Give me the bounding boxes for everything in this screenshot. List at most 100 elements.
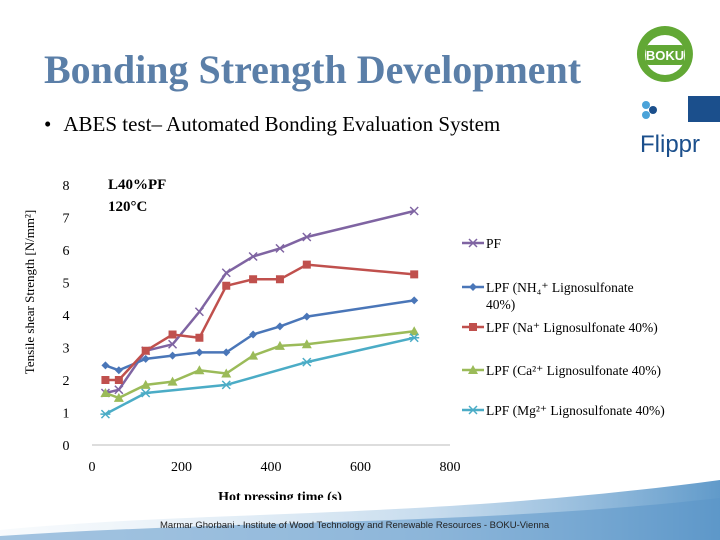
data-point-series-1 — [275, 243, 285, 253]
data-point-series-3 — [141, 346, 150, 355]
data-point-series-3 — [101, 376, 110, 384]
data-point-series-4-shape — [248, 350, 259, 360]
legend-label: LPF (Ca²⁺ Lignosulfonate 40%) — [486, 363, 661, 378]
data-point-series-1 — [168, 339, 178, 349]
data-point-series-3 — [275, 275, 284, 284]
data-point-series-5 — [140, 388, 151, 398]
data-point-series-2 — [195, 348, 204, 357]
data-point-series-3-shape — [410, 270, 419, 279]
data-point-series-1-shape — [114, 385, 124, 395]
data-point-series-4-shape — [274, 340, 285, 350]
data-point-series-3 — [222, 281, 231, 290]
data-point-series-2 — [114, 366, 123, 375]
data-point-series-3-shape — [101, 376, 110, 384]
data-point-series-1-shape — [275, 243, 285, 253]
chart-annotation: L40%PF — [108, 177, 166, 193]
data-point-series-1 — [194, 307, 204, 317]
series-line-1 — [105, 209, 415, 395]
legend-label: 40%) — [486, 297, 515, 312]
y-axis-label: Tensile shear Strength [N/mm²] — [22, 210, 37, 374]
x-tick-label: 0 — [89, 460, 96, 475]
data-point-series-4-shape — [113, 392, 124, 402]
footer-wave-decoration — [0, 480, 720, 540]
data-point-series-3-shape — [275, 275, 284, 284]
data-point-series-3 — [410, 270, 419, 279]
legend-marker-5-shape — [468, 405, 478, 415]
y-tick-label: 1 — [63, 407, 70, 422]
boku-logo-text: BOKU — [646, 48, 684, 63]
data-point-series-3-shape — [168, 330, 177, 339]
y-tick-label: 7 — [63, 212, 70, 227]
data-point-series-2 — [302, 312, 311, 321]
data-point-series-2-shape — [195, 348, 204, 357]
bullet-dot: • — [44, 112, 52, 136]
y-tick-label: 6 — [63, 244, 70, 259]
data-point-series-1 — [114, 385, 124, 395]
data-point-series-3 — [195, 333, 204, 342]
y-tick-label: 2 — [63, 374, 70, 389]
data-point-series-5-shape — [301, 357, 312, 367]
data-point-series-4-shape — [194, 365, 205, 375]
data-point-series-5-shape — [221, 380, 232, 390]
data-point-series-5-shape — [409, 333, 420, 343]
data-point-series-3-shape — [302, 260, 311, 269]
legend-label: LPF (Mg²⁺ Lignosulfonate 40%) — [486, 403, 665, 418]
data-point-series-4 — [167, 376, 178, 386]
flippr-logo: Flippr — [640, 96, 720, 158]
data-point-series-5 — [301, 357, 312, 367]
data-point-series-4-shape — [167, 376, 178, 386]
data-point-series-5 — [409, 333, 420, 343]
data-point-series-3-shape — [141, 346, 150, 355]
legend-label: PF — [486, 236, 502, 251]
data-point-series-5 — [221, 380, 232, 390]
y-tick-label: 0 — [63, 439, 70, 454]
x-axis-label: Hot pressing time (s) — [218, 490, 342, 500]
x-tick-label: 400 — [261, 460, 282, 475]
data-point-series-1 — [409, 206, 419, 216]
series-line-2 — [104, 299, 415, 372]
data-point-series-4-shape — [221, 368, 232, 378]
legend-marker-4-shape — [468, 365, 478, 374]
x-tick-label: 600 — [350, 460, 371, 475]
data-point-series-2 — [410, 296, 419, 305]
boku-logo: BOKU — [636, 26, 693, 82]
data-point-series-2 — [141, 354, 150, 363]
data-point-series-3-shape — [114, 376, 123, 384]
data-point-series-1 — [248, 251, 258, 262]
data-point-series-2-shape — [114, 366, 123, 375]
data-point-series-1-shape — [194, 307, 204, 317]
legend-marker-2 — [469, 283, 477, 291]
data-point-series-4 — [221, 368, 232, 378]
data-point-series-1-shape — [168, 339, 178, 349]
legend-marker-3 — [469, 323, 477, 331]
legend-label: LPF (Na⁺ Lignosulfonate 40%) — [486, 320, 658, 335]
data-point-series-4-shape — [409, 326, 420, 336]
data-point-series-4 — [248, 350, 259, 360]
y-tick-label: 5 — [63, 277, 70, 292]
data-point-series-4 — [140, 379, 151, 389]
data-point-series-5-shape — [100, 409, 111, 419]
data-point-series-1-shape — [248, 251, 258, 262]
data-point-series-3 — [249, 275, 258, 284]
bullet-point: • ABES test– Automated Bonding Evaluation… — [44, 112, 500, 137]
data-point-series-2 — [168, 351, 177, 360]
data-point-series-4 — [274, 340, 285, 350]
data-point-series-5 — [100, 409, 111, 419]
data-point-series-2 — [249, 330, 258, 339]
data-point-series-2-shape — [222, 348, 231, 357]
data-point-series-2-shape — [410, 296, 419, 305]
bullet-text: ABES test– Automated Bonding Evaluation … — [63, 112, 501, 136]
footer-text: Marmar Ghorbani - Institute of Wood Tech… — [160, 520, 550, 531]
y-tick-label: 4 — [63, 309, 70, 324]
data-point-series-1 — [221, 268, 231, 278]
data-point-series-4 — [113, 392, 124, 402]
x-tick-label: 800 — [440, 460, 461, 475]
data-point-series-4 — [409, 326, 420, 336]
chart: 0 1 2 3 4 5 6 7 8 0 200 400 600 800 Hot pressing time … — [22, 177, 665, 500]
legend-marker-2-shape — [469, 283, 477, 291]
legend-label: LPF (NH₄⁺ Lignosulfonate — [486, 280, 634, 295]
data-point-series-2-shape — [141, 354, 150, 363]
data-point-series-3-shape — [222, 281, 231, 290]
data-point-series-2-shape — [249, 330, 258, 339]
slide-title: Bonding Strength Development — [44, 47, 582, 92]
